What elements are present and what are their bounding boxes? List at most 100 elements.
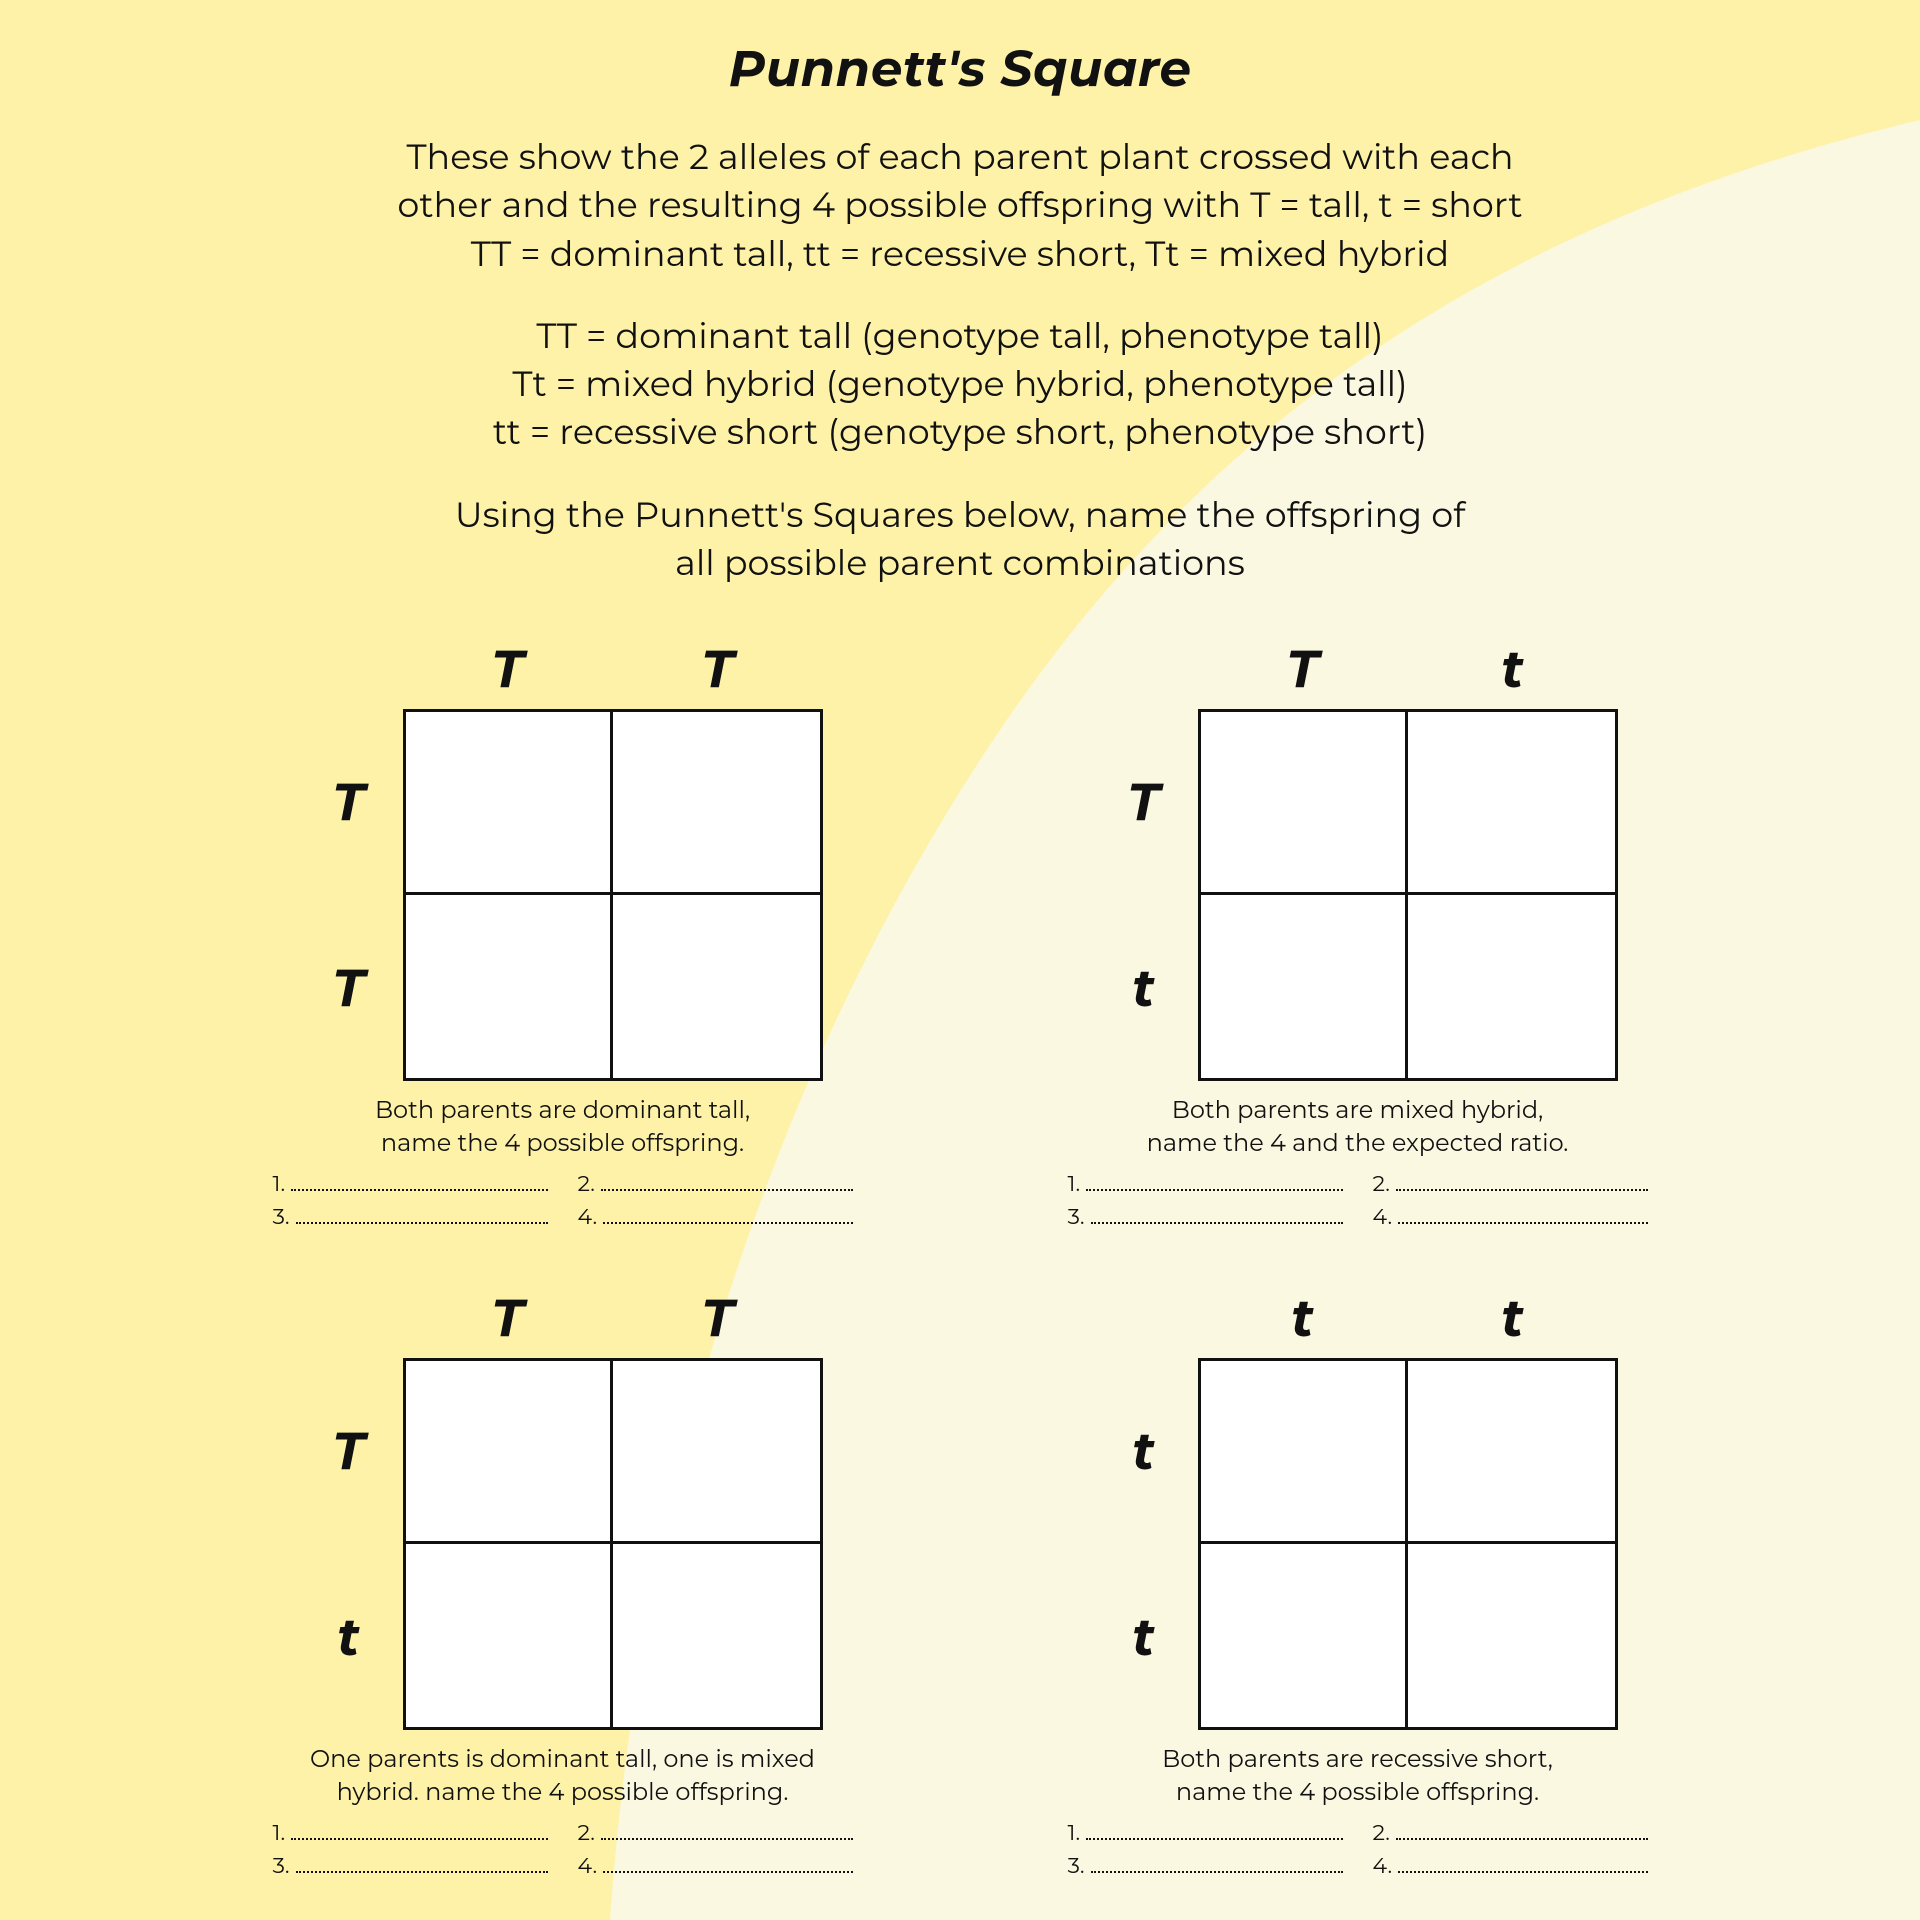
answer-line: 2. bbox=[578, 1819, 853, 1846]
dotted-rule bbox=[1091, 1210, 1343, 1224]
allele-label: T bbox=[1198, 641, 1408, 699]
punnett-cell bbox=[613, 895, 820, 1078]
punnett-grid bbox=[403, 709, 823, 1081]
square-caption: Both parents are recessive short, name t… bbox=[1162, 1744, 1553, 1809]
punnett-grid bbox=[1198, 709, 1618, 1081]
page-title: Punnett's Square bbox=[0, 38, 1920, 99]
caption-line: One parents is dominant tall, one is mix… bbox=[310, 1745, 815, 1774]
allele-label: T bbox=[403, 1290, 613, 1348]
allele-label: T bbox=[403, 641, 613, 699]
answer-line: 3. bbox=[273, 1203, 548, 1230]
dotted-rule bbox=[603, 1859, 852, 1873]
dotted-rule bbox=[1086, 1177, 1342, 1191]
allele-label: t bbox=[1198, 1290, 1408, 1348]
punnett-cell bbox=[406, 895, 613, 1078]
allele-label: t bbox=[1098, 895, 1190, 1081]
answer-number: 3. bbox=[273, 1852, 290, 1879]
allele-label: T bbox=[303, 895, 395, 1081]
dotted-rule bbox=[296, 1859, 548, 1873]
answer-number: 4. bbox=[578, 1852, 598, 1879]
dotted-rule bbox=[601, 1826, 853, 1840]
answer-line: 1. bbox=[273, 1819, 548, 1846]
worksheet-content: Punnett's Square These show the 2 allele… bbox=[0, 0, 1920, 1879]
answer-line: 2. bbox=[1373, 1819, 1648, 1846]
intro-line: TT = dominant tall (genotype tall, pheno… bbox=[536, 314, 1383, 357]
answer-line: 4. bbox=[1373, 1852, 1648, 1879]
answer-line: 2. bbox=[1373, 1170, 1648, 1197]
allele-label: t bbox=[303, 1544, 395, 1730]
left-allele-labels: t t bbox=[1098, 1358, 1190, 1730]
allele-label: T bbox=[613, 1290, 823, 1348]
punnett-square: T t T t bbox=[1098, 641, 1618, 1081]
punnett-cell bbox=[1201, 712, 1408, 895]
dotted-rule bbox=[603, 1210, 852, 1224]
dotted-rule bbox=[1396, 1177, 1648, 1191]
answer-number: 3. bbox=[273, 1203, 290, 1230]
answer-number: 3. bbox=[1068, 1203, 1085, 1230]
allele-label: T bbox=[303, 1358, 395, 1544]
punnett-block-2: T T T t One parents is dominant tall, on… bbox=[240, 1290, 885, 1879]
punnett-block-0: T T T T Both parents are dominant tall, … bbox=[240, 641, 885, 1230]
dotted-rule bbox=[1398, 1859, 1647, 1873]
punnett-cell bbox=[1201, 1361, 1408, 1544]
answer-number: 1. bbox=[1068, 1819, 1081, 1846]
intro-line: Using the Punnett's Squares below, name … bbox=[455, 493, 1465, 536]
dotted-rule bbox=[601, 1177, 853, 1191]
punnett-cell bbox=[613, 1544, 820, 1727]
dotted-rule bbox=[291, 1826, 547, 1840]
answer-line: 3. bbox=[1068, 1203, 1343, 1230]
caption-line: Both parents are dominant tall, bbox=[375, 1096, 750, 1125]
punnett-square: t t t t bbox=[1098, 1290, 1618, 1730]
left-allele-labels: T t bbox=[303, 1358, 395, 1730]
dotted-rule bbox=[296, 1210, 548, 1224]
caption-line: Both parents are mixed hybrid, bbox=[1172, 1096, 1543, 1125]
answer-number: 2. bbox=[1373, 1170, 1390, 1197]
square-caption: One parents is dominant tall, one is mix… bbox=[310, 1744, 815, 1809]
punnett-cell bbox=[406, 712, 613, 895]
dotted-rule bbox=[1398, 1210, 1647, 1224]
top-allele-labels: T T bbox=[403, 1290, 823, 1348]
caption-line: hybrid. name the 4 possible offspring. bbox=[337, 1778, 789, 1807]
answer-number: 4. bbox=[1373, 1852, 1393, 1879]
intro-line: tt = recessive short (genotype short, ph… bbox=[493, 410, 1427, 453]
answer-line: 1. bbox=[273, 1170, 548, 1197]
answer-number: 3. bbox=[1068, 1852, 1085, 1879]
answer-number: 4. bbox=[578, 1203, 598, 1230]
punnett-cell bbox=[406, 1361, 613, 1544]
punnett-cell bbox=[406, 1544, 613, 1727]
answer-number: 4. bbox=[1373, 1203, 1393, 1230]
punnett-cell bbox=[1201, 895, 1408, 1078]
dotted-rule bbox=[1091, 1859, 1343, 1873]
left-allele-labels: T T bbox=[303, 709, 395, 1081]
answer-line: 4. bbox=[1373, 1203, 1648, 1230]
dotted-rule bbox=[291, 1177, 547, 1191]
top-allele-labels: T t bbox=[1198, 641, 1618, 699]
intro-paragraph-3: Using the Punnett's Squares below, name … bbox=[260, 491, 1660, 588]
allele-label: t bbox=[1098, 1358, 1190, 1544]
square-caption: Both parents are dominant tall, name the… bbox=[375, 1095, 750, 1160]
punnett-square: T T T T bbox=[303, 641, 823, 1081]
intro-paragraph-2: TT = dominant tall (genotype tall, pheno… bbox=[260, 312, 1660, 457]
answer-line: 4. bbox=[578, 1203, 853, 1230]
punnett-cell bbox=[613, 712, 820, 895]
answer-line: 4. bbox=[578, 1852, 853, 1879]
answer-number: 1. bbox=[1068, 1170, 1081, 1197]
caption-line: name the 4 possible offspring. bbox=[381, 1129, 744, 1158]
intro-line: These show the 2 alleles of each parent … bbox=[406, 135, 1513, 178]
answer-line: 1. bbox=[1068, 1170, 1343, 1197]
answer-number: 1. bbox=[273, 1819, 286, 1846]
punnett-squares-grid: T T T T Both parents are dominant tall, … bbox=[240, 641, 1680, 1879]
punnett-block-1: T t T t Both parents are mixed hybrid, n… bbox=[1035, 641, 1680, 1230]
punnett-cell bbox=[1408, 1361, 1615, 1544]
dotted-rule bbox=[1086, 1826, 1342, 1840]
caption-line: name the 4 possible offspring. bbox=[1176, 1778, 1539, 1807]
punnett-cell bbox=[613, 1361, 820, 1544]
allele-label: T bbox=[1098, 709, 1190, 895]
answer-blanks: 1. 2. 3. 4. bbox=[273, 1819, 853, 1879]
intro-text: These show the 2 alleles of each parent … bbox=[260, 133, 1660, 587]
caption-line: name the 4 and the expected ratio. bbox=[1147, 1129, 1569, 1158]
punnett-grid bbox=[1198, 1358, 1618, 1730]
allele-label: t bbox=[1098, 1544, 1190, 1730]
allele-label: t bbox=[1408, 1290, 1618, 1348]
intro-line: TT = dominant tall, tt = recessive short… bbox=[471, 232, 1450, 275]
